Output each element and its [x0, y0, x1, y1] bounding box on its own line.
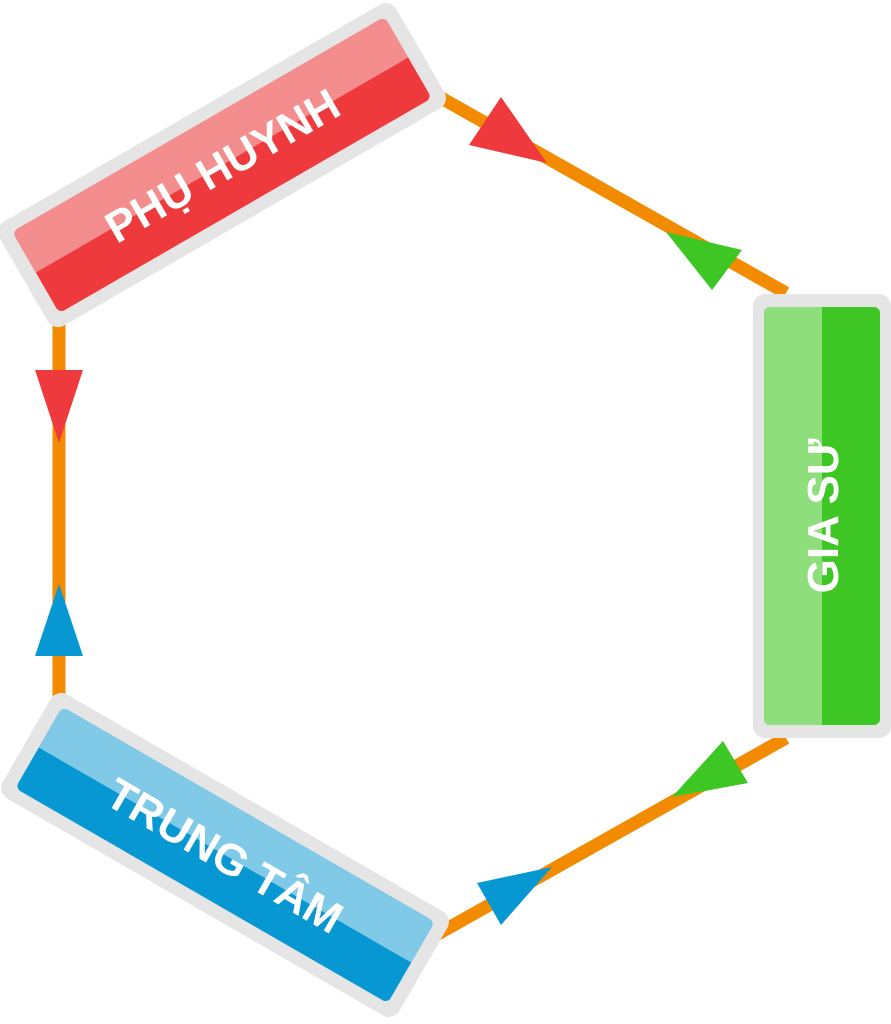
arrow-red-toward-tutor: [469, 97, 547, 163]
node-parent-light: [14, 18, 406, 271]
node-tutor: GIA SƯ: [753, 294, 891, 738]
arrow-red-toward-center: [35, 370, 83, 443]
arrow-green-toward-parent: [666, 232, 742, 290]
node-parent-light-fix: [31, 50, 409, 273]
node-tutor-label: GIA SƯ: [799, 438, 848, 593]
node-center-light: [41, 708, 433, 961]
node-center-light-fix: [38, 740, 416, 963]
node-center: TRUNG TÂM: [1, 692, 449, 1018]
node-tutor-light: [764, 307, 822, 725]
node-parent: PHỤ HUYNH: [0, 2, 446, 328]
arrow-blue-toward-parent: [35, 584, 83, 656]
arrow-blue-toward-tutor: [477, 867, 552, 925]
arrowheads: [35, 97, 748, 925]
node-tutor-light-fix: [814, 307, 822, 725]
arrow-green-toward-tutor: [672, 741, 748, 797]
